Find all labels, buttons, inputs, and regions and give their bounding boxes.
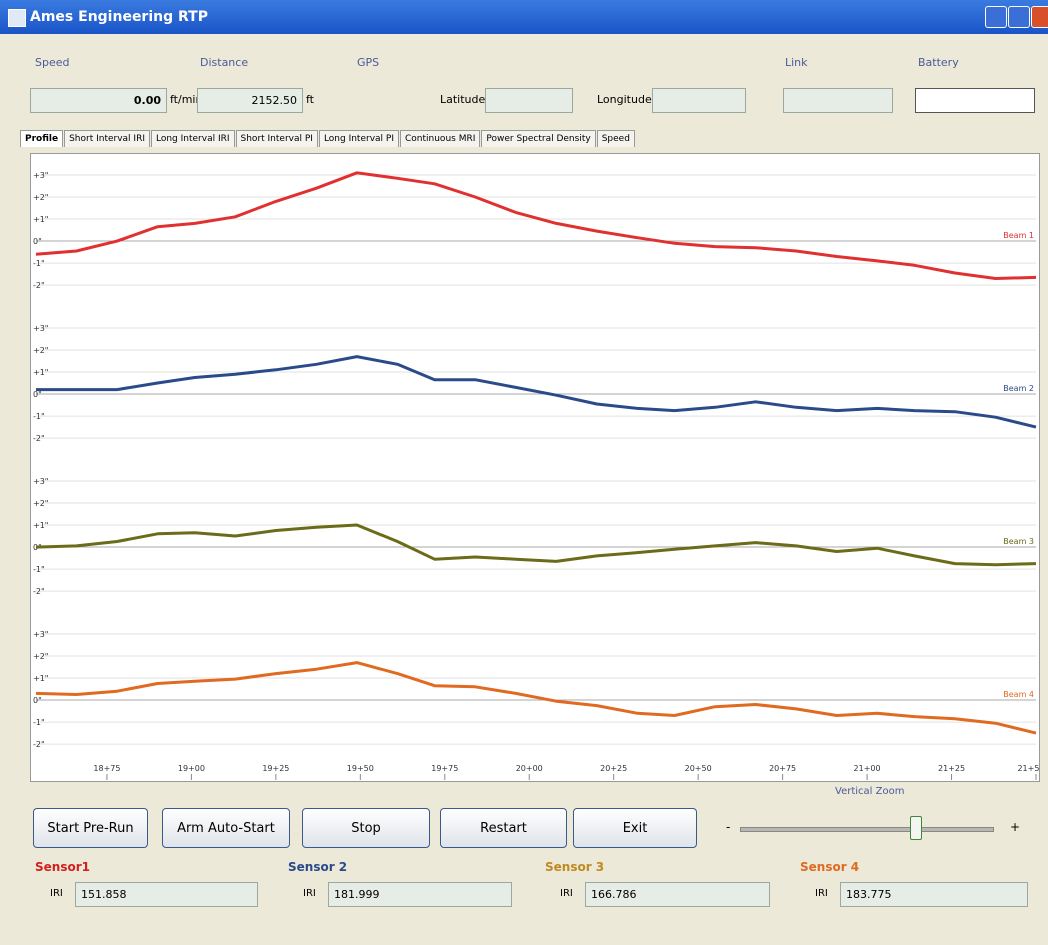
x-tick-label: 18+75 xyxy=(93,764,120,773)
y-tick-label: -2" xyxy=(33,281,45,290)
beam-line xyxy=(36,355,1037,429)
x-tick-label: 21+25 xyxy=(938,764,965,773)
distance-label: Distance xyxy=(200,56,249,69)
zoom-slider[interactable] xyxy=(910,816,922,840)
x-tick-label: 19+00 xyxy=(178,764,205,773)
arm-auto-start-button[interactable]: Arm Auto-Start xyxy=(162,808,290,848)
y-tick-label: +2" xyxy=(33,652,48,661)
x-tick-label: 19+25 xyxy=(262,764,289,773)
restart-button[interactable]: Restart xyxy=(440,808,567,848)
x-tick-label: 19+75 xyxy=(431,764,458,773)
y-tick-label: +1" xyxy=(33,368,48,377)
y-tick-label: -1" xyxy=(33,259,45,268)
iri-field: 166.786 xyxy=(585,882,770,907)
sensor-name: Sensor1 xyxy=(35,860,90,874)
longitude-label: Longitude xyxy=(597,93,652,106)
iri-label: IRI xyxy=(303,888,316,899)
gps-label: GPS xyxy=(357,56,380,69)
y-tick-label: +3" xyxy=(33,171,48,180)
y-tick-label: +3" xyxy=(33,324,48,333)
beam-label: Beam 4 xyxy=(1003,690,1034,699)
x-tick-label: 20+50 xyxy=(685,764,712,773)
iri-field: 151.858 xyxy=(75,882,258,907)
sensor-name: Sensor 3 xyxy=(545,860,605,874)
y-tick-label: +2" xyxy=(33,499,48,508)
sensor-name: Sensor 4 xyxy=(800,860,860,874)
zoom-plus: + xyxy=(1010,820,1021,834)
minimize-button[interactable] xyxy=(985,6,1007,28)
y-tick-label: -2" xyxy=(33,740,45,749)
zoom-track xyxy=(740,827,994,832)
link-field xyxy=(783,88,893,113)
distance-field: 2152.50 xyxy=(197,88,303,113)
speed-field: 0.00 xyxy=(30,88,167,113)
beam-line xyxy=(35,523,1037,567)
exit-button[interactable]: Exit xyxy=(573,808,697,848)
y-tick-label: +1" xyxy=(33,521,48,530)
title-bar: Ames Engineering RTP xyxy=(0,0,1048,34)
close-button[interactable] xyxy=(1031,6,1048,28)
tab[interactable]: Profile xyxy=(20,130,64,147)
sensor-name: Sensor 2 xyxy=(288,860,348,874)
iri-field: 183.775 xyxy=(840,882,1028,907)
zoom-minus: - xyxy=(726,820,731,834)
x-tick-label: 20+00 xyxy=(516,764,543,773)
y-tick-label: -2" xyxy=(33,587,45,596)
y-tick-label: -2" xyxy=(33,434,45,443)
tab[interactable]: Long Interval IRI xyxy=(150,130,235,147)
y-tick-label: +2" xyxy=(33,193,48,202)
profile-chart: +3" +2" +1" 0" -1" -2" Beam 1 +3" +2" +1" 0" -1" -2"… xyxy=(30,153,1040,782)
beam-line xyxy=(35,171,1037,280)
y-tick-label: +2" xyxy=(33,346,48,355)
y-tick-label: +1" xyxy=(33,674,48,683)
y-tick-label: -1" xyxy=(33,565,45,574)
iri-label: IRI xyxy=(560,888,573,899)
iri-label: IRI xyxy=(815,888,828,899)
latitude-label: Latitude xyxy=(440,93,486,106)
zoom-label: Vertical Zoom xyxy=(835,786,905,797)
tab[interactable]: Short Interval IRI xyxy=(64,130,150,147)
y-tick-label: -1" xyxy=(33,412,45,421)
tab-strip: Profile Short Interval IRI Long Interval I… xyxy=(20,130,636,147)
beam-label: Beam 1 xyxy=(1003,231,1034,240)
speed-label: Speed xyxy=(35,56,70,69)
y-tick-label: 0" xyxy=(33,390,42,399)
speed-unit: ft/min xyxy=(170,93,203,106)
tab[interactable]: Speed xyxy=(596,130,635,147)
y-tick-label: +3" xyxy=(33,630,48,639)
battery-label: Battery xyxy=(918,56,959,69)
iri-label: IRI xyxy=(50,888,63,899)
tab[interactable]: Continuous MRI xyxy=(400,130,481,147)
stop-button[interactable]: Stop xyxy=(302,808,430,848)
y-tick-label: +3" xyxy=(33,477,48,486)
longitude-field xyxy=(652,88,746,113)
x-tick-label: 19+50 xyxy=(347,764,374,773)
iri-field: 181.999 xyxy=(328,882,512,907)
tab[interactable]: Long Interval PI xyxy=(318,130,399,147)
tab[interactable]: Short Interval PI xyxy=(235,130,318,147)
maximize-button[interactable] xyxy=(1008,6,1030,28)
beam-label: Beam 3 xyxy=(1003,537,1034,546)
x-tick-label: 20+75 xyxy=(769,764,796,773)
latitude-field xyxy=(485,88,573,113)
x-tick-label: 20+25 xyxy=(600,764,627,773)
link-label: Link xyxy=(785,56,808,69)
y-tick-label: 0" xyxy=(33,237,42,246)
tab[interactable]: Power Spectral Density xyxy=(481,130,596,147)
battery-field xyxy=(915,88,1035,113)
y-tick-label: 0" xyxy=(33,696,42,705)
beam-line xyxy=(35,661,1037,735)
x-tick-label: 21+50 xyxy=(1017,764,1040,773)
distance-unit: ft xyxy=(306,93,314,106)
x-tick-label: 21+00 xyxy=(854,764,881,773)
app-icon xyxy=(8,9,26,27)
beam-label: Beam 2 xyxy=(1003,384,1034,393)
y-tick-label: +1" xyxy=(33,215,48,224)
y-tick-label: -1" xyxy=(33,718,45,727)
start-pre-run-button[interactable]: Start Pre-Run xyxy=(33,808,148,848)
